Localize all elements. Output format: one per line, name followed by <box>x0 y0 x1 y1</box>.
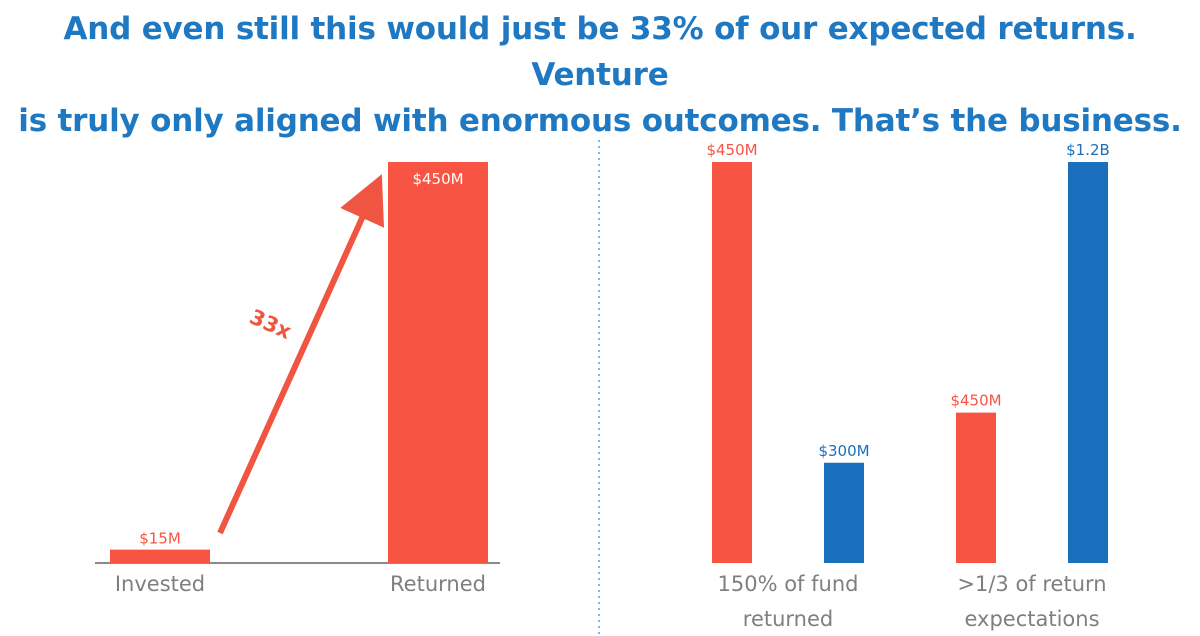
bar-invested <box>110 549 210 563</box>
x-tick-third-line2: expectations <box>964 607 1099 631</box>
value-label-returned: $450M <box>412 170 463 188</box>
growth-arrow <box>217 174 385 535</box>
invested-returned-chart: $15M $450M 33x Invested Returned <box>95 162 500 596</box>
bar-s0-c1 <box>956 412 996 563</box>
value-label-s1-c1: $1.2B <box>1066 141 1110 159</box>
value-label-s0-c0: $450M <box>706 141 757 159</box>
x-tick-150-line1: 150% of fund <box>718 572 859 596</box>
bar-returned <box>388 162 488 563</box>
value-label-s0-c1: $450M <box>950 392 1001 410</box>
x-tick-invested: Invested <box>115 572 205 596</box>
left-chart-bars: $15M $450M <box>110 162 488 563</box>
value-label-invested: $15M <box>139 530 181 548</box>
x-tick-returned: Returned <box>390 572 486 596</box>
bar-s0-c0 <box>712 162 752 563</box>
multiplier-label: 33x <box>246 305 295 345</box>
headline-line-2: is truly only aligned with enormous outc… <box>18 103 1182 139</box>
fund-returns-chart: $450M $450M $300M $1.2B 150% of fund return… <box>706 141 1109 631</box>
bar-s1-c0 <box>824 462 864 563</box>
bar-s1-c1 <box>1068 162 1108 563</box>
value-label-s1-c0: $300M <box>818 442 869 460</box>
x-tick-150-line2: returned <box>743 607 833 631</box>
headline-line-1: And even still this would just be 33% of… <box>63 11 1137 93</box>
x-tick-third-line1: >1/3 of return <box>957 572 1106 596</box>
page-title: And even still this would just be 33% of… <box>0 6 1200 144</box>
right-chart-bars: $450M $450M $300M $1.2B <box>706 141 1110 563</box>
